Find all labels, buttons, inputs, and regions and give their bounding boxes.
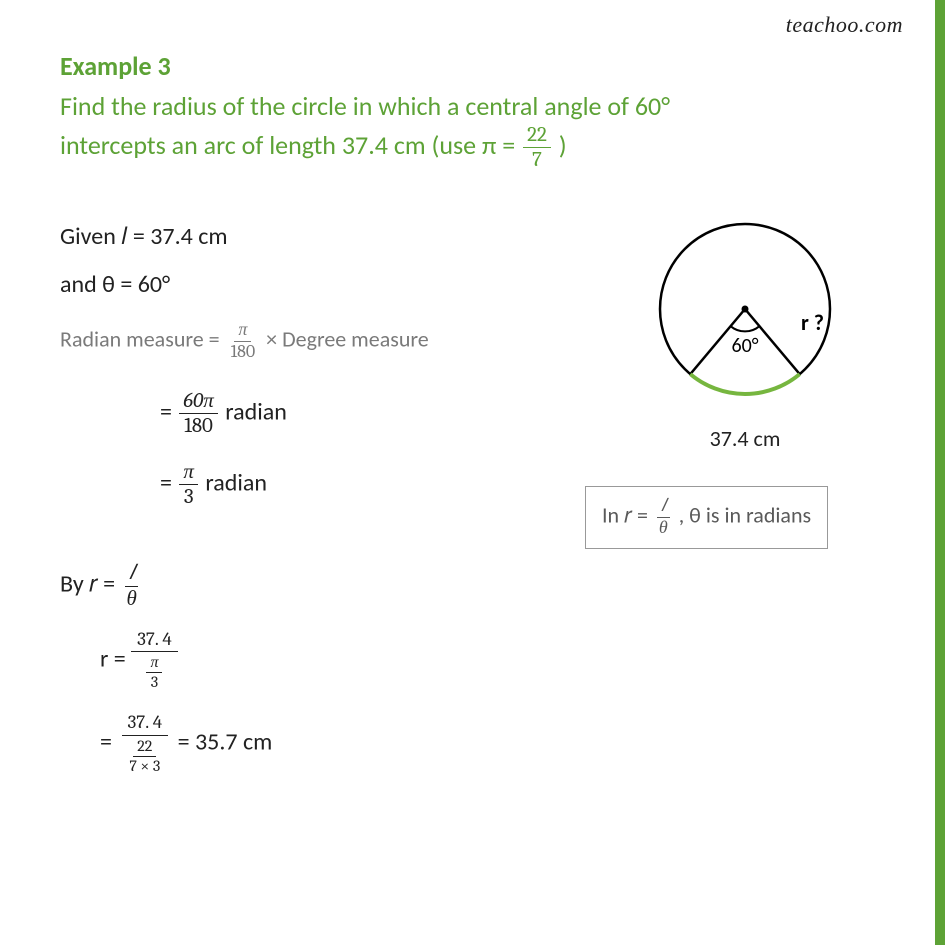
step2: = π 3 radian — [160, 461, 565, 508]
rf-num: π — [234, 321, 251, 342]
fb-frac: 𝑙 θ — [655, 497, 672, 538]
final-den-num: 22 — [133, 738, 156, 757]
diagram-column: 60° r ? 37.4 cm In 𝑟 = 𝑙 θ , θ is in rad… — [585, 219, 905, 786]
final-den-den: 7 × 3 — [125, 757, 164, 775]
step2-eq: = — [160, 469, 177, 498]
angle-arc — [731, 327, 760, 332]
step1-unit: radian — [225, 398, 287, 427]
final-ans: = 35.7 cm — [178, 728, 273, 757]
rf-a: Radian measure = — [60, 326, 225, 353]
final-inner-frac: 22 7 × 3 — [125, 738, 164, 775]
r-substitute: r = 37. 4 π 3 — [100, 630, 565, 692]
r-den: π 3 — [138, 652, 170, 691]
watermark: teachoo.com — [786, 12, 903, 38]
final-frac: 37. 4 22 7 × 3 — [117, 713, 172, 775]
fb-num: 𝑙 — [657, 497, 670, 518]
step2-num: π — [179, 461, 198, 485]
step2-unit: radian — [205, 469, 267, 498]
given-l: Given 𝑙 = 37.4 cm — [60, 219, 565, 255]
by-frac: 𝑙 θ — [123, 562, 141, 609]
problem-line2a: intercepts an arc of length 37.4 cm (use… — [60, 129, 521, 161]
arc-highlight — [690, 375, 799, 395]
step2-den: 3 — [180, 485, 198, 508]
work-column: Given 𝑙 = 37.4 cm and θ = 60° Radian mea… — [60, 219, 565, 786]
given-theta: and θ = 60° — [60, 267, 565, 303]
r-den-num: π — [146, 654, 162, 673]
arc-length-label: 37.4 cm — [585, 425, 905, 452]
step1: = 60π 180 radian — [160, 390, 565, 437]
final-eq: = — [100, 728, 117, 757]
circle-diagram: 60° r ? — [635, 219, 855, 409]
pi-num: 22 — [523, 124, 551, 148]
radius-label: r ? — [801, 309, 824, 336]
final: = 37. 4 22 7 × 3 = 35.7 cm — [100, 713, 565, 775]
page-accent-bar — [935, 0, 945, 945]
rf-frac: π 180 — [227, 321, 260, 362]
step1-den: 180 — [180, 414, 217, 437]
example-heading: Example 3 — [60, 50, 905, 82]
r-frac: 37. 4 π 3 — [131, 630, 178, 692]
by-formula: By 𝑟 = 𝑙 θ — [60, 562, 565, 609]
problem-statement: Find the radius of the circle in which a… — [60, 88, 800, 171]
fb-b: , θ is in radians — [679, 502, 811, 529]
fb-den: θ — [655, 518, 672, 538]
step1-frac: 60π 180 — [179, 390, 217, 437]
diagram-svg: 60° r ? — [635, 219, 855, 409]
by-num: 𝑙 — [125, 562, 138, 586]
final-num: 37. 4 — [122, 713, 169, 736]
problem-line1: Find the radius of the circle in which a… — [60, 90, 670, 122]
step1-eq: = — [160, 398, 177, 427]
r-num: 37. 4 — [131, 630, 178, 653]
r-eq: r = — [100, 644, 131, 673]
rf-den: 180 — [227, 342, 260, 362]
angle-label: 60° — [731, 334, 758, 358]
fb-a: In 𝑟 = — [602, 502, 653, 529]
content-row: Given 𝑙 = 37.4 cm and θ = 60° Radian mea… — [60, 219, 905, 786]
pi-den: 7 — [528, 148, 546, 171]
step2-frac: π 3 — [179, 461, 198, 508]
radian-formula: Radian measure = π 180 × Degree measure — [60, 321, 565, 362]
final-den: 22 7 × 3 — [117, 736, 172, 775]
r-inner-frac: π 3 — [146, 654, 162, 691]
r-den-den: 3 — [147, 673, 162, 691]
formula-box: In 𝑟 = 𝑙 θ , θ is in radians — [585, 486, 828, 549]
by-eq: By 𝑟 = — [60, 570, 121, 599]
by-den: θ — [123, 587, 141, 610]
rf-b: × Degree measure — [266, 326, 429, 353]
step1-num: 60π — [179, 390, 217, 414]
pi-fraction: 22 7 — [523, 124, 551, 171]
problem-line2b: ) — [559, 129, 567, 161]
